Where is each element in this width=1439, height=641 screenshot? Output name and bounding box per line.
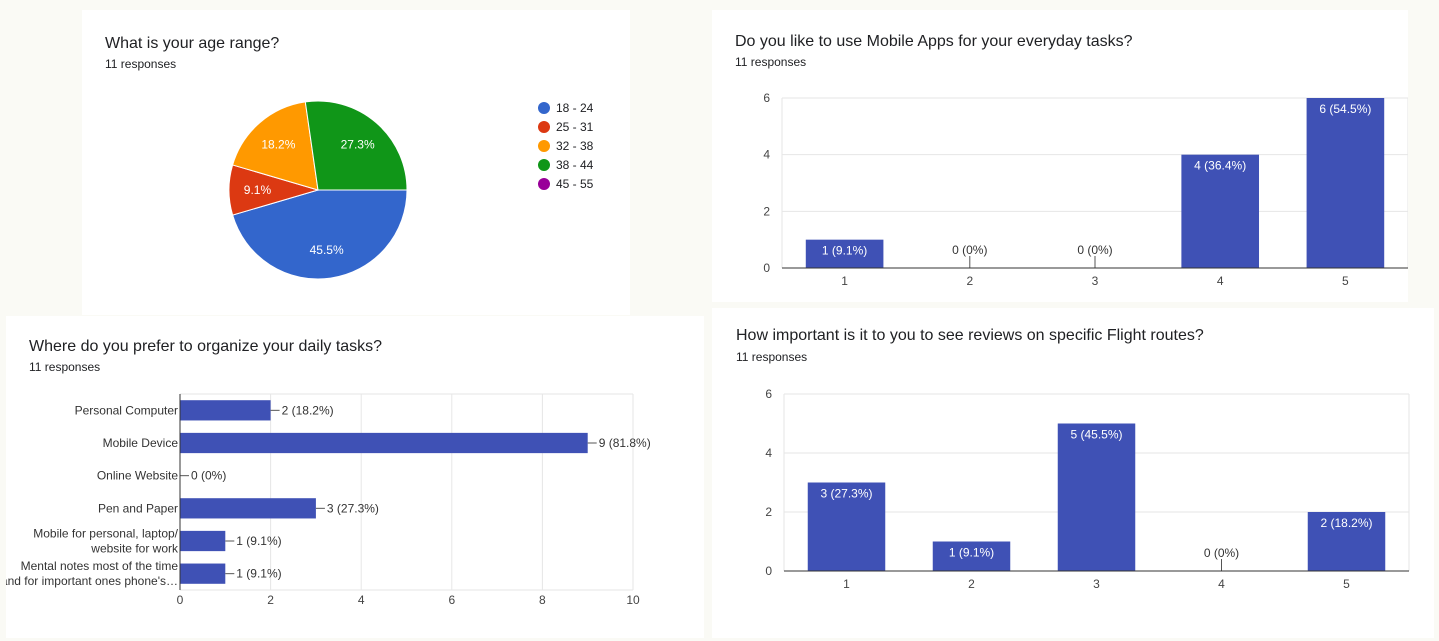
x-tick-label: 6 xyxy=(448,593,455,607)
bar-value-label: 0 (0%) xyxy=(1204,546,1239,560)
legend-label: 18 - 24 xyxy=(556,100,594,115)
x-tick-label: 2 xyxy=(966,274,973,288)
bar xyxy=(932,541,1011,571)
pie-chart: 45.5% 9.1% 18.2% 27.3% xyxy=(228,100,408,280)
bar xyxy=(180,563,226,584)
bar xyxy=(807,482,886,571)
flight-reviews-bar-chart: 0 2 4 6 3 (27.3%) 1 1 (9.1%) 2 5 (45.5%) 3 0 (0%) 4… xyxy=(765,387,1410,591)
legend-label: 38 - 44 xyxy=(556,157,594,172)
x-tick-label: 1 xyxy=(841,274,848,288)
x-tick-label: 10 xyxy=(626,593,640,607)
slice-label: 45.5% xyxy=(310,243,344,257)
bar-value-label: 1 (9.1%) xyxy=(236,534,281,548)
legend-item: 38 - 44 xyxy=(538,155,593,174)
bar-value-label: 9 (81.8%) xyxy=(599,436,651,450)
bar xyxy=(1181,154,1260,268)
bar-value-label: 1 (9.1%) xyxy=(822,244,867,258)
legend-label: 45 - 55 xyxy=(556,176,594,191)
flight-reviews-card: How important is it to you to see review… xyxy=(712,308,1434,638)
y-tick-label: 4 xyxy=(763,148,770,162)
bar-value-label: 3 (27.3%) xyxy=(820,487,872,501)
pie-slice xyxy=(231,189,408,280)
pie-slice xyxy=(304,100,408,191)
bar xyxy=(180,530,226,552)
x-tick-label: 3 xyxy=(1093,577,1100,591)
slice-label: 27.3% xyxy=(341,137,375,151)
x-tick-label: 5 xyxy=(1342,274,1349,288)
x-tick-label: 4 xyxy=(1217,274,1224,288)
y-category-label: Mobile for personal, laptop/ xyxy=(33,527,178,541)
x-tick-label: 1 xyxy=(843,577,850,591)
daily-tasks-card: Where do you prefer to organize your dai… xyxy=(6,316,704,638)
pie-slice xyxy=(231,101,319,191)
legend-item: 32 - 38 xyxy=(538,136,593,155)
x-tick-label: 5 xyxy=(1343,577,1350,591)
question-title: How important is it to you to see review… xyxy=(736,327,1204,344)
bar xyxy=(180,498,316,519)
y-tick-label: 2 xyxy=(763,204,770,218)
bar xyxy=(1057,423,1136,571)
legend-swatch xyxy=(538,177,550,190)
bar xyxy=(805,239,884,268)
legend-label: 32 - 38 xyxy=(556,138,594,153)
bar-value-label: 1 (9.1%) xyxy=(236,567,281,581)
y-tick-label: 0 xyxy=(763,261,770,275)
response-count: 11 responses xyxy=(735,55,807,69)
slice-label: 9.1% xyxy=(244,183,272,197)
mobile-apps-bar-chart: 0 2 4 6 1 (9.1%) 1 0 (0%) 2 0 (0%) 3 4 (36.4%) 4 6 (… xyxy=(763,91,1408,288)
legend-swatch xyxy=(538,120,550,133)
mobile-apps-card: Do you like to use Mobile Apps for your … xyxy=(712,10,1408,302)
age-range-card: What is your age range? 11 responses 45.… xyxy=(82,10,630,315)
question-title: What is your age range? xyxy=(105,35,280,52)
x-tick-label: 3 xyxy=(1092,274,1099,288)
bar-value-label: 3 (27.3%) xyxy=(327,501,379,515)
bar-value-label: 6 (54.5%) xyxy=(1319,102,1371,116)
bar xyxy=(180,400,271,421)
bar-value-label: 2 (18.2%) xyxy=(1320,516,1372,530)
question-title: Do you like to use Mobile Apps for your … xyxy=(735,33,1133,50)
y-category-label: Pen and Paper xyxy=(98,501,178,515)
daily-tasks-bar-chart: 0 2 4 6 8 10 2 (18.2%) Personal Computer 9 (81.8… xyxy=(6,393,651,607)
legend-item: 45 - 55 xyxy=(538,174,593,193)
x-tick-label: 8 xyxy=(539,593,546,607)
x-tick-label: 4 xyxy=(358,593,365,607)
bar-value-label: 2 (18.2%) xyxy=(282,403,334,417)
y-category-label: Online Website xyxy=(97,469,178,483)
bar-value-label: 5 (45.5%) xyxy=(1070,428,1122,442)
y-category-label: and for important ones phone's… xyxy=(6,574,178,588)
x-tick-label: 4 xyxy=(1218,577,1225,591)
question-title: Where do you prefer to organize your dai… xyxy=(29,338,383,355)
x-tick-label: 2 xyxy=(267,593,274,607)
bar-value-label: 0 (0%) xyxy=(191,469,226,483)
bar-value-label: 0 (0%) xyxy=(952,243,987,257)
legend-label: 25 - 31 xyxy=(556,119,594,134)
legend-item: 25 - 31 xyxy=(538,117,593,136)
legend-item: 18 - 24 xyxy=(538,98,593,117)
y-category-label: website for work xyxy=(90,542,179,556)
legend-swatch xyxy=(538,101,550,114)
legend-swatch xyxy=(538,139,550,152)
x-tick-label: 0 xyxy=(177,593,184,607)
y-category-label: Personal Computer xyxy=(75,403,178,417)
bar xyxy=(180,432,588,454)
slice-label: 18.2% xyxy=(261,137,295,151)
y-category-label: Mobile Device xyxy=(103,436,179,450)
y-tick-label: 6 xyxy=(763,91,770,105)
pie-legend: 18 - 24 25 - 31 32 - 38 38 - 44 45 - 55 xyxy=(538,98,593,193)
bar xyxy=(1306,98,1385,268)
bar-value-label: 1 (9.1%) xyxy=(949,546,994,560)
bar xyxy=(1307,512,1386,571)
y-tick-label: 2 xyxy=(765,505,772,519)
legend-swatch xyxy=(538,158,550,171)
y-category-label: Mental notes most of the time xyxy=(21,559,179,573)
y-tick-label: 6 xyxy=(765,387,772,401)
response-count: 11 responses xyxy=(29,360,101,374)
response-count: 11 responses xyxy=(105,57,177,71)
bar-value-label: 4 (36.4%) xyxy=(1194,159,1246,173)
y-tick-label: 0 xyxy=(765,564,772,578)
x-tick-label: 2 xyxy=(968,577,975,591)
bar-value-label: 0 (0%) xyxy=(1077,243,1112,257)
y-tick-label: 4 xyxy=(765,446,772,460)
response-count: 11 responses xyxy=(736,350,808,364)
